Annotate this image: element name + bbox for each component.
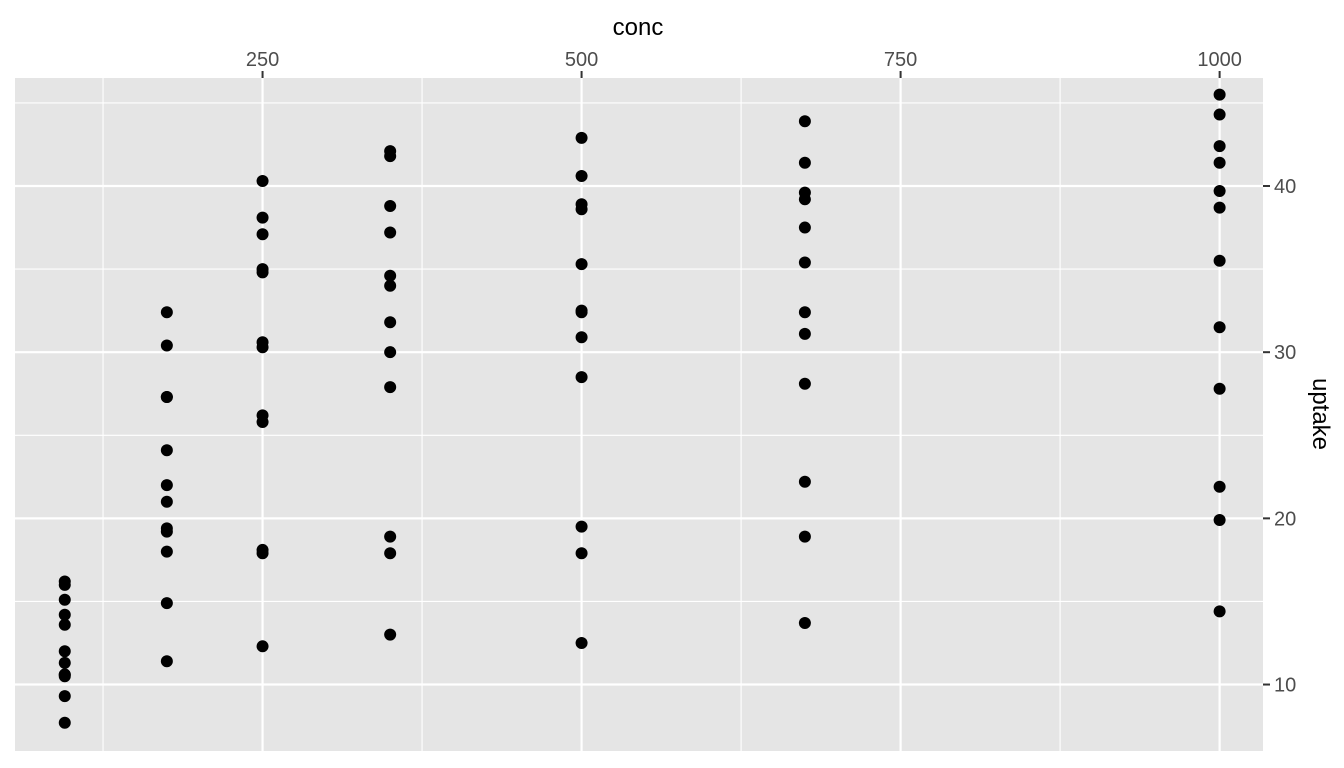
y-tick-label: 30 <box>1274 342 1296 364</box>
data-point <box>58 656 71 669</box>
data-point <box>1213 156 1226 169</box>
data-point <box>160 306 173 319</box>
data-point <box>798 115 811 128</box>
y-tick-label: 40 <box>1274 176 1296 198</box>
data-point <box>1213 382 1226 395</box>
data-point <box>384 547 397 560</box>
data-point <box>384 346 397 359</box>
data-point <box>384 628 397 641</box>
data-point <box>58 668 71 681</box>
y-tick-label: 10 <box>1274 675 1296 697</box>
data-point <box>160 479 173 492</box>
data-point <box>160 391 173 404</box>
data-point <box>160 655 173 668</box>
data-point <box>58 716 71 729</box>
data-point <box>1213 88 1226 101</box>
data-point <box>575 520 588 533</box>
data-point <box>1213 201 1226 214</box>
data-point <box>575 131 588 144</box>
data-point <box>1213 254 1226 267</box>
data-point <box>384 381 397 394</box>
data-point <box>384 279 397 292</box>
data-point <box>256 228 269 241</box>
data-points <box>58 88 1226 729</box>
data-point <box>256 640 269 653</box>
data-point <box>575 198 588 211</box>
data-point <box>575 258 588 271</box>
x-tick-label: 250 <box>246 49 279 71</box>
data-point <box>1213 321 1226 334</box>
data-point <box>256 211 269 224</box>
data-point <box>256 263 269 276</box>
data-point <box>58 645 71 658</box>
data-point <box>575 306 588 319</box>
data-point <box>798 327 811 340</box>
x-tick-label: 750 <box>884 49 917 71</box>
data-point <box>798 256 811 269</box>
data-point <box>160 444 173 457</box>
data-point <box>1213 184 1226 197</box>
data-point <box>58 593 71 606</box>
y-axis-ticks: 10 20 30 40 <box>1263 176 1296 697</box>
y-tick-label: 20 <box>1274 508 1296 530</box>
data-point <box>1213 514 1226 527</box>
data-point <box>798 617 811 630</box>
data-point <box>58 575 71 588</box>
data-point <box>1213 605 1226 618</box>
data-point <box>384 530 397 543</box>
data-point <box>256 543 269 556</box>
data-point <box>160 495 173 508</box>
data-point <box>384 226 397 239</box>
data-point <box>58 608 71 621</box>
data-point <box>575 170 588 183</box>
data-point <box>798 156 811 169</box>
x-tick-label: 500 <box>565 49 598 71</box>
data-point <box>575 547 588 560</box>
data-point <box>798 530 811 543</box>
data-point <box>160 545 173 558</box>
data-point <box>1213 480 1226 493</box>
minor-gridlines <box>15 78 1263 751</box>
data-point <box>575 331 588 344</box>
x-axis-title: conc <box>613 14 664 41</box>
data-point <box>575 371 588 384</box>
x-tick-label: 1000 <box>1197 49 1242 71</box>
data-point <box>160 522 173 535</box>
data-point <box>798 306 811 319</box>
data-point <box>798 475 811 488</box>
data-point <box>384 199 397 212</box>
plot-panel <box>15 78 1263 751</box>
data-point <box>798 221 811 234</box>
data-point <box>575 636 588 649</box>
data-point <box>256 409 269 422</box>
data-point <box>58 618 71 631</box>
data-point <box>384 145 397 158</box>
data-point <box>384 269 397 282</box>
data-point <box>256 341 269 354</box>
data-point <box>256 175 269 188</box>
data-point <box>160 597 173 610</box>
data-point <box>160 339 173 352</box>
data-point <box>798 186 811 199</box>
data-point <box>384 316 397 329</box>
x-axis-ticks: 250 500 750 1000 <box>246 49 1242 78</box>
data-point <box>1213 140 1226 153</box>
data-point <box>58 690 71 703</box>
y-axis-title: uptake <box>1307 378 1334 450</box>
data-point <box>798 377 811 390</box>
data-point <box>1213 108 1226 121</box>
